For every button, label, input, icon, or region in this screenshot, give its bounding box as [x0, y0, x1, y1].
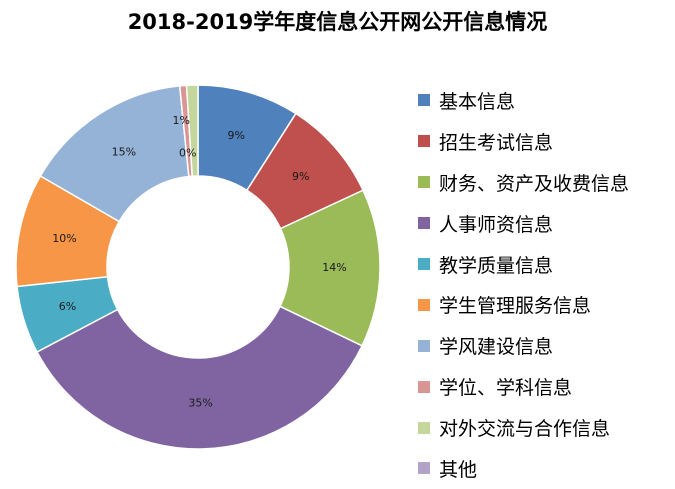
data-label-3: 35%: [188, 396, 212, 409]
legend-item-其他: 其他: [418, 448, 629, 489]
legend-swatch: [418, 94, 430, 107]
legend-label: 基本信息: [439, 90, 516, 113]
chart-title: 2018-2019学年度信息公开网公开信息情况: [127, 10, 548, 34]
slice-6: [39, 85, 190, 223]
legend-label: 对外交流与合作信息: [439, 418, 611, 441]
legend-label: 教学质量信息: [439, 254, 554, 277]
legend-label: 学风建设信息: [439, 336, 554, 359]
data-label-6: 15%: [112, 145, 136, 158]
data-label-8: 1%: [173, 114, 190, 127]
slice-8: [185, 84, 199, 177]
legend-swatch: [418, 421, 430, 434]
legend-label: 招生考试信息: [439, 131, 554, 154]
legend-item-招生考试信息: 招生考试信息: [418, 121, 629, 162]
chart-legend: 基本信息招生考试信息财务、资产及收费信息 人事师资信息 教学质量信息学生管理服务信息…: [418, 80, 629, 489]
legend-swatch: [418, 339, 430, 352]
legend-item-人事师资信息: 人事师资信息: [418, 203, 629, 244]
legend-label: 财务、资产及收费信息: [439, 172, 630, 195]
legend-label: 学位、学科信息: [439, 377, 573, 400]
legend-item-学风建设信息: 学风建设信息: [418, 325, 629, 366]
data-label-4: 6%: [59, 300, 76, 313]
legend-label: 学生管理服务信息: [439, 295, 592, 318]
legend-swatch: [418, 380, 430, 393]
legend-swatch: [418, 462, 430, 475]
slice-3: [36, 305, 364, 450]
legend-item-对外交流与合作信息: 对外交流与合作信息: [418, 407, 629, 448]
legend-label: 人事师资信息: [439, 213, 554, 236]
legend-item-教学质量信息: 教学质量信息: [418, 244, 629, 285]
legend-swatch: [418, 176, 430, 189]
legend-swatch: [418, 298, 430, 311]
legend-label: 其他: [439, 458, 478, 481]
data-label-0: 9%: [228, 129, 245, 142]
legend-swatch: [418, 217, 430, 230]
data-label-7: 0%: [179, 147, 196, 160]
legend-item-基本信息: 基本信息: [418, 80, 629, 121]
data-label-2: 14%: [322, 261, 346, 274]
data-label-1: 9%: [292, 170, 309, 183]
legend-item-财务-资产及收费信息: 财务、资产及收费信息: [418, 162, 629, 203]
legend-swatch: [418, 258, 430, 270]
legend-item-学位-学科信息: 学位、学科信息: [418, 366, 629, 407]
legend-swatch: [418, 135, 430, 148]
legend-item-学生管理服务信息: 学生管理服务信息: [418, 284, 629, 325]
data-label-5: 10%: [52, 232, 76, 245]
